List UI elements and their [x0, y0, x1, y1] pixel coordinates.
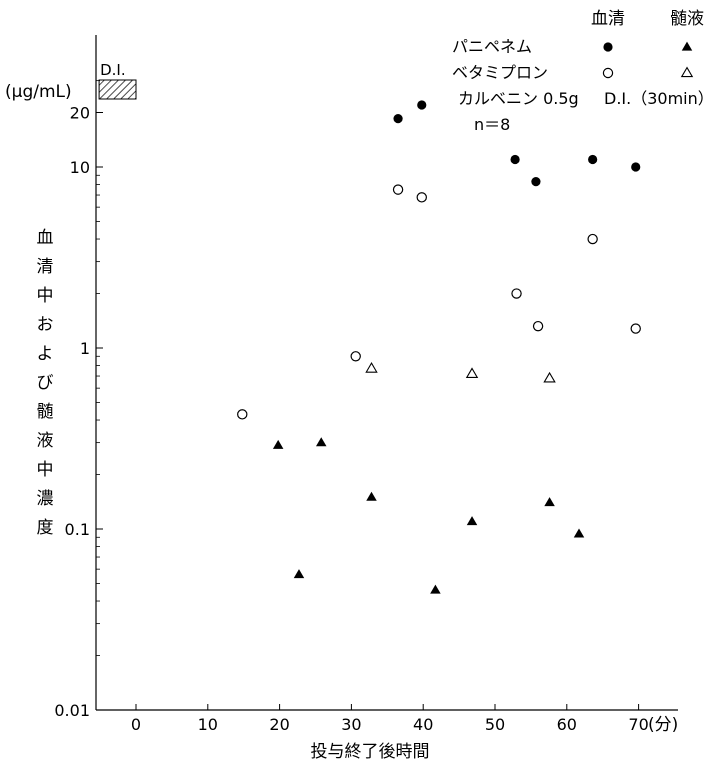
- y-axis-label-char: 液: [37, 431, 54, 451]
- x-tick-label: 0: [131, 715, 141, 734]
- legend-marker: [603, 42, 613, 52]
- x-axis-unit: (分): [648, 715, 678, 735]
- data-point: [237, 409, 248, 420]
- y-axis-label-char: 濃: [37, 489, 54, 509]
- axes: [95, 35, 678, 711]
- y-axis-label-char: 中: [37, 460, 54, 480]
- y-axis-label-char: 髄: [37, 402, 54, 422]
- x-tick-label: 40: [413, 715, 433, 734]
- y-axis-label-char: 血: [37, 228, 54, 248]
- series: [272, 437, 585, 594]
- infusion-bar: [98, 79, 137, 100]
- data-point: [630, 323, 641, 334]
- y-tick-label: 10: [70, 158, 90, 177]
- y-axis-label-char: お: [37, 315, 54, 335]
- legend-marker: [602, 67, 614, 79]
- legend-dosing: カルベニン 0.5g: [458, 89, 579, 108]
- data-point: [417, 100, 427, 110]
- x-axis-label: 投与終了後時間: [311, 742, 430, 762]
- legend-n: n＝8: [474, 115, 510, 134]
- data-point: [350, 351, 361, 362]
- x-tick-label: 70: [628, 715, 648, 734]
- data-point: [366, 491, 377, 501]
- x-tick-label: 30: [341, 715, 361, 734]
- legend-row-panipenem: パニペネム: [452, 37, 532, 56]
- series: [237, 184, 641, 420]
- data-point: [293, 569, 305, 579]
- legend-row-betamipron: ベタミプロン: [452, 63, 548, 82]
- legend-marker: [680, 66, 694, 78]
- legend-marker: [681, 41, 693, 51]
- data-point: [416, 192, 427, 203]
- y-tick-label: 20: [70, 104, 90, 123]
- y-axis-label-char: び: [37, 373, 54, 393]
- data-point: [465, 367, 479, 378]
- x-tick-label: 10: [198, 715, 218, 734]
- data-point: [393, 114, 403, 124]
- data-point: [631, 162, 641, 172]
- legend-header-serum: 血清: [591, 9, 625, 29]
- y-ticks: 0.01 0.1 1 10 20: [54, 80, 103, 720]
- x-tick-label: 60: [557, 715, 577, 734]
- x-ticks: 0 10 20 30 40 50 60 70: [131, 704, 649, 734]
- y-tick-label: 0.01: [54, 701, 90, 720]
- series: [393, 100, 641, 187]
- y-tick-label: 1: [80, 339, 90, 358]
- data-point: [531, 177, 541, 187]
- y-axis-unit: (μg/mL): [5, 82, 72, 102]
- data-point: [544, 497, 555, 507]
- data-point: [573, 528, 585, 538]
- data-point: [511, 288, 522, 299]
- data-point: [588, 154, 598, 165]
- y-axis-label-char: よ: [37, 344, 54, 364]
- data-point: [587, 233, 598, 245]
- legend-header-csf: 髄液: [670, 9, 704, 29]
- infusion-bar-label: D.I.: [100, 61, 126, 79]
- y-axis-label-char: 度: [37, 518, 54, 538]
- data-point: [392, 184, 404, 195]
- x-tick-label: 50: [485, 715, 505, 734]
- series: [365, 362, 556, 383]
- data-point: [466, 516, 478, 526]
- data-point: [543, 371, 556, 383]
- data-point: [365, 362, 378, 373]
- x-tick-label: 20: [269, 715, 289, 734]
- y-tick-label: 0.1: [65, 520, 90, 539]
- y-axis-label-char: 清: [37, 257, 54, 277]
- data-point: [510, 154, 520, 165]
- data-point: [272, 439, 284, 449]
- legend-dosing-detail: D.I.（30min）: [604, 89, 705, 108]
- data-point: [315, 437, 327, 447]
- data-points: [237, 100, 641, 594]
- data-point: [532, 320, 544, 332]
- y-axis-label-char: 中: [37, 286, 54, 306]
- data-point: [430, 584, 441, 594]
